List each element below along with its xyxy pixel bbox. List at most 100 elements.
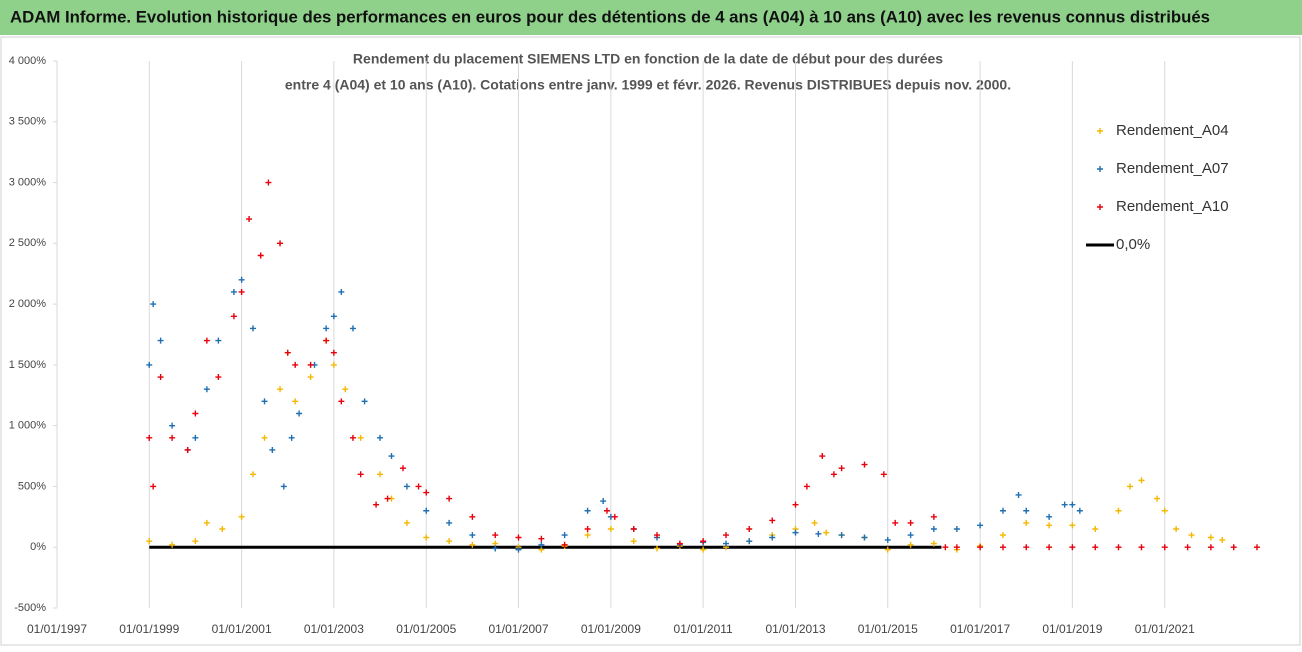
point [357,471,364,478]
point [1023,519,1030,526]
point [423,489,430,496]
point [1254,544,1260,551]
point [1023,544,1030,551]
point [215,374,222,381]
point [349,434,356,441]
point [815,530,822,537]
point [323,325,330,332]
legend-label: Rendement_A07 [1116,160,1229,177]
point [330,349,337,356]
point [330,313,337,320]
point [342,386,349,393]
x-tick-label: 01/01/2017 [950,622,1010,636]
legend-box [1062,110,1290,270]
point [376,434,383,441]
point [746,525,753,532]
x-tick-label: 01/01/1999 [119,622,179,636]
point [1069,544,1076,551]
point [469,532,476,539]
point [600,498,607,505]
legend-swatch [1097,166,1103,172]
y-tick-label: 3 500% [9,116,47,128]
point [611,513,618,520]
chart-title: Rendement du placement SIEMENS LTD en fo… [353,51,943,67]
y-tick-label: 4 000% [9,55,47,67]
point [769,534,776,541]
point [146,538,153,545]
point [284,349,291,356]
point [607,525,614,532]
point [907,541,914,548]
x-tick-label: 01/01/2019 [1042,622,1102,636]
point [907,519,914,526]
point [880,471,887,478]
point [515,546,522,553]
point [492,532,499,539]
point [446,538,453,545]
point [469,513,476,520]
point [838,532,845,539]
point [1161,507,1168,514]
point [999,544,1006,551]
point [515,534,522,541]
point [169,422,176,429]
header-title: ADAM Informe. Evolution historique des p… [10,7,1210,26]
point [203,386,210,393]
point [1138,544,1145,551]
point [423,534,430,541]
point [192,538,199,545]
point [388,453,395,460]
point [1161,544,1168,551]
point [292,398,299,405]
point [830,471,837,478]
point [769,517,776,524]
point [249,471,256,478]
point [150,301,157,308]
point [249,325,256,332]
legend-swatch [1097,204,1103,210]
point [261,434,268,441]
legend-label: Rendement_A04 [1116,122,1229,139]
point [838,465,845,472]
point [654,532,660,539]
point [1184,544,1191,551]
point [277,240,284,247]
point [384,495,391,502]
point [203,337,210,344]
point [169,434,176,441]
point [1076,507,1083,514]
point [277,386,284,393]
point [654,545,660,552]
point [884,546,891,553]
point [1219,536,1226,543]
point [977,544,984,551]
point [584,507,591,514]
point [746,538,753,545]
point [1207,544,1214,551]
point [1127,483,1133,490]
point [999,532,1006,539]
point [603,507,610,514]
y-tick-label: -500% [14,602,46,614]
point [1015,491,1022,498]
x-tick-label: 01/01/2013 [765,622,825,636]
point [930,540,937,547]
point [907,532,914,539]
point [942,544,949,551]
x-tick-label: 01/01/1997 [27,622,87,636]
point [280,483,287,490]
y-tick-label: 3 000% [9,176,47,188]
point [357,434,364,441]
point [403,483,410,490]
point [330,361,337,368]
x-tick-label: 01/01/2021 [1135,622,1195,636]
point [307,374,314,381]
point [538,535,545,542]
x-tick-label: 01/01/2001 [212,622,272,636]
point [819,453,826,460]
point [700,538,707,545]
point [1069,501,1076,508]
point [1023,507,1030,514]
point [150,483,157,490]
